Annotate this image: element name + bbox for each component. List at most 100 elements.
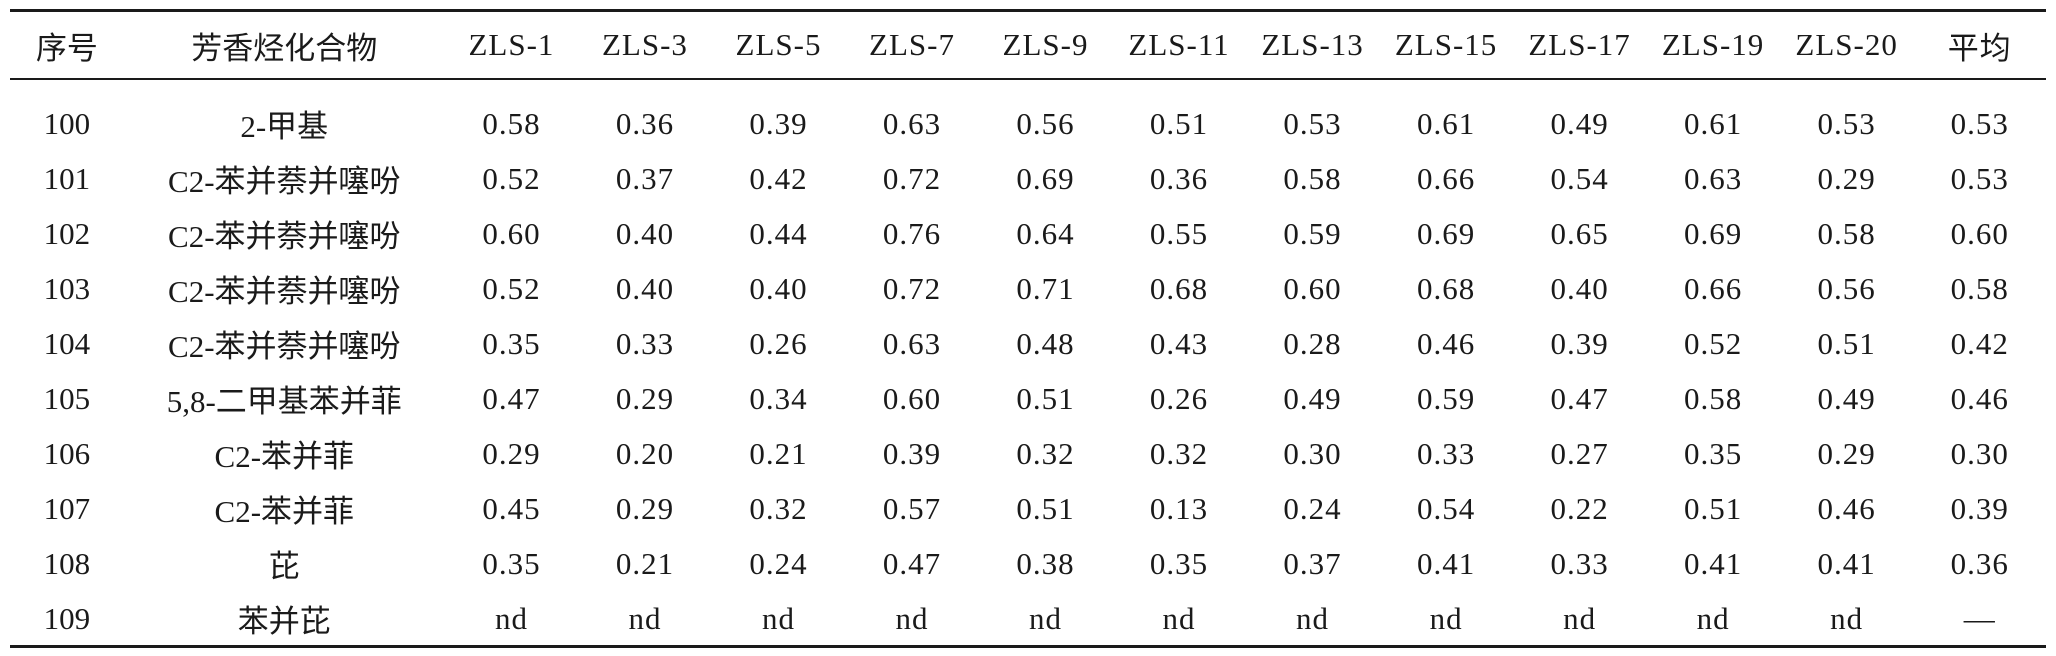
value-cell: nd [1563,600,1597,636]
value-cell: 0.46 [1817,490,1876,526]
row-number-cell: 106 [43,435,91,471]
value-cell: 0.13 [1149,490,1209,526]
column-header: 芳香烃化合物 [191,30,378,66]
value-cell: 0.32 [1149,435,1209,471]
compound-name-cell: C2-苯并菲 [214,494,355,529]
value-cell: 0.51 [1016,380,1075,416]
value-cell: 0.29 [1817,435,1876,471]
table-row: 102 C2-苯并萘并噻吩 0.60 0.40 0.44 0.76 0.64 0.55 0.59… [10,206,2046,261]
value-cell: 0.47 [1550,380,1609,416]
table-row: 104 C2-苯并萘并噻吩 0.35 0.33 0.26 0.63 0.48 0.43 0.28… [10,316,2046,371]
table-row: 106 C2-苯并菲 0.29 0.20 0.21 0.39 0.32 0.32 0.30 0.3… [10,426,2046,481]
row-number-cell: 102 [43,215,91,251]
column-header: ZLS-3 [602,27,688,62]
value-cell: 0.35 [482,545,541,581]
value-cell: 0.29 [615,490,675,526]
value-cell: 0.68 [1416,270,1476,306]
row-number-cell: 100 [43,105,91,141]
value-cell: 0.51 [1016,490,1075,526]
row-number-cell: 107 [43,490,91,526]
compound-name-cell: C2-苯并萘并噻吩 [168,329,401,364]
value-cell: 0.53 [1817,105,1876,141]
column-header: ZLS-5 [735,27,822,62]
value-cell: 0.61 [1416,105,1476,141]
value-cell: 0.29 [615,380,675,416]
value-cell: 0.55 [1149,215,1209,251]
row-number-cell: 101 [43,160,91,196]
compound-name-cell: C2-苯并萘并噻吩 [168,164,401,199]
compound-name-cell: C2-苯并萘并噻吩 [168,219,401,254]
value-cell: 0.36 [615,105,675,141]
value-cell: 0.51 [1817,325,1876,361]
compound-name-cell: 苯并芘 [237,604,331,639]
value-cell: 0.20 [615,435,675,471]
value-cell: 0.71 [1016,270,1075,306]
value-cell: 0.39 [749,105,808,141]
row-number-cell: 105 [43,380,91,416]
value-cell: nd [761,600,795,636]
table-row: 101 C2-苯并萘并噻吩 0.52 0.37 0.42 0.72 0.69 0.36 0.58… [10,151,2046,206]
value-cell: 0.66 [1683,270,1743,306]
value-cell: 0.56 [1016,105,1075,141]
compound-name-cell: 5,8-二甲基苯并菲 [166,384,402,419]
value-cell: 0.69 [1416,215,1476,251]
column-header: ZLS-17 [1528,27,1631,62]
value-cell: 0.27 [1550,435,1609,471]
value-cell: 0.63 [882,105,942,141]
value-cell: 0.36 [1149,160,1209,196]
value-cell: 0.46 [1416,325,1476,361]
table-body: 100 2-甲基 0.58 0.36 0.39 0.63 0.56 0.51 0.53 0.61 0… [10,78,2046,646]
table-row: 108 芘 0.35 0.21 0.24 0.47 0.38 0.35 0.37 0.41 0.33… [10,536,2046,591]
row-number-cell: 104 [43,325,91,361]
value-cell: 0.63 [1683,160,1743,196]
value-cell: 0.33 [1550,545,1609,581]
value-cell: 0.39 [1550,325,1609,361]
value-cell: 0.65 [1550,215,1609,251]
value-cell: 0.24 [1283,490,1342,526]
value-cell: 0.49 [1817,380,1876,416]
value-cell: 0.61 [1683,105,1743,141]
value-cell: 0.68 [1149,270,1209,306]
value-cell: 0.48 [1016,325,1075,361]
value-cell: 0.35 [1683,435,1743,471]
value-cell: nd [1162,600,1196,636]
value-cell: nd [494,600,528,636]
value-cell: 0.51 [1683,490,1743,526]
value-cell: 0.51 [1149,105,1209,141]
column-header: ZLS-1 [468,27,555,62]
average-cell: 0.46 [1950,380,2009,416]
value-cell: 0.34 [749,380,808,416]
value-cell: 0.40 [615,270,675,306]
value-cell: 0.59 [1283,215,1342,251]
value-cell: 0.45 [482,490,541,526]
value-cell: 0.69 [1016,160,1075,196]
average-cell: 0.30 [1950,435,2009,471]
column-header: 平均 [1947,30,2012,66]
average-cell: 0.60 [1950,215,2009,251]
value-cell: 0.60 [1283,270,1342,306]
value-cell: 0.33 [615,325,675,361]
column-header: 序号 [35,30,98,66]
average-cell: — [1963,600,1996,636]
value-cell: 0.52 [482,270,541,306]
value-cell: nd [1296,600,1330,636]
value-cell: 0.42 [749,160,808,196]
value-cell: 0.52 [1683,325,1743,361]
value-cell: 0.40 [749,270,808,306]
bottom-rule [10,645,2046,648]
value-cell: 0.40 [1550,270,1609,306]
value-cell: 0.60 [882,380,942,416]
value-cell: 0.21 [749,435,808,471]
average-cell: 0.42 [1950,325,2009,361]
table-row: 100 2-甲基 0.58 0.36 0.39 0.63 0.56 0.51 0.53 0.61 0… [10,78,2046,151]
value-cell: 0.76 [882,215,942,251]
value-cell: 0.44 [749,215,808,251]
value-cell: 0.41 [1817,545,1876,581]
value-cell: 0.28 [1283,325,1342,361]
value-cell: nd [1830,600,1864,636]
row-number-cell: 108 [43,545,91,581]
row-number-cell: 103 [43,270,91,306]
value-cell: 0.32 [749,490,808,526]
table-header-row: 序号 芳香烃化合物 ZLS-1 ZLS-3 ZLS-5 ZLS-7 ZLS-9 ZLS-11 Z… [10,12,2046,78]
